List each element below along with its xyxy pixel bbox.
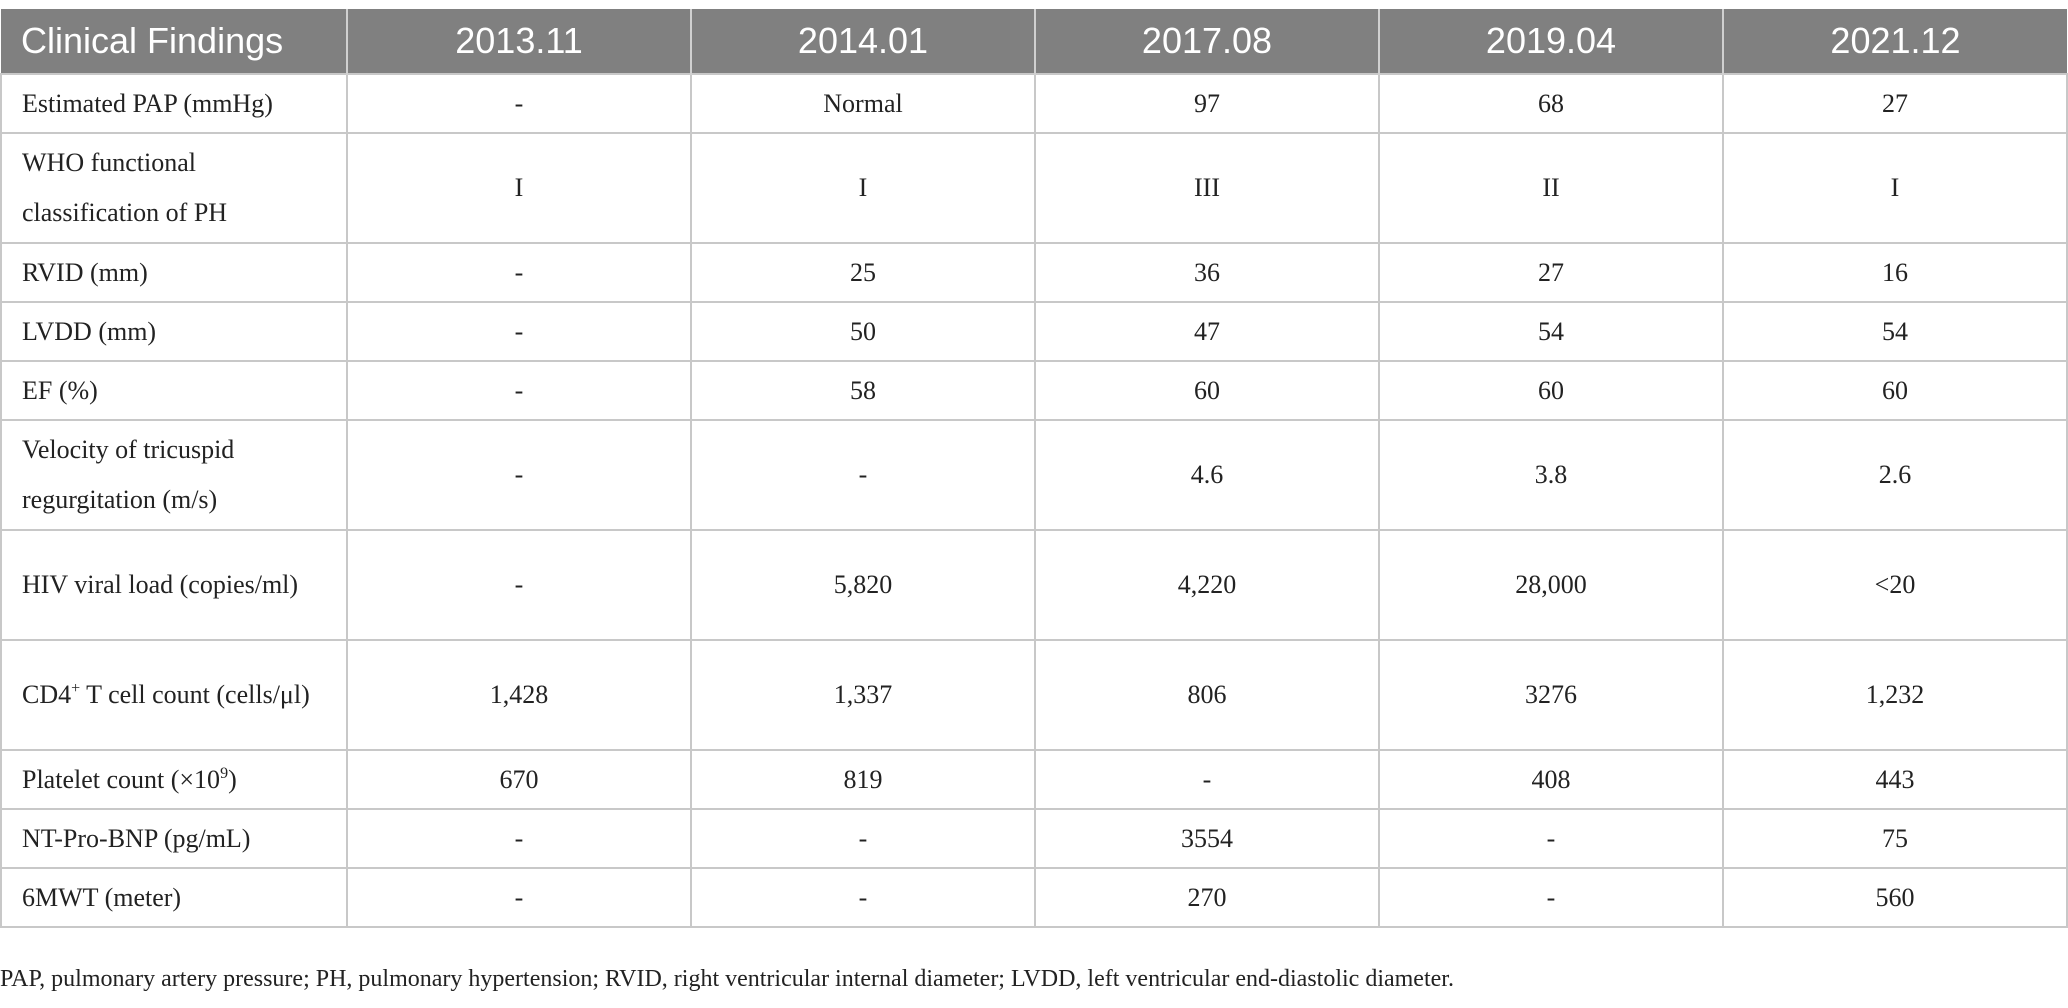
table-cell: - [346,73,692,134]
column-header: 2014.01 [691,9,1036,74]
table-cell: 3554 [1034,808,1380,869]
table-row: WHO functional classification of PH I I … [0,132,2068,244]
table-cell: 28,000 [1378,529,1724,641]
row-label: NT-Pro-BNP (pg/mL) [0,808,348,869]
table-cell: - [690,867,1036,928]
table-cell: 1,232 [1722,639,2068,751]
table-cell: 2.6 [1722,419,2068,531]
clinical-findings-table: Clinical Findings 2013.11 2014.01 2017.0… [0,9,2068,928]
table-cell: 36 [1034,242,1380,303]
table-row: LVDD (mm) - 50 47 54 54 [0,301,2068,362]
row-label: WHO functional classification of PH [0,132,348,244]
table-cell: - [346,808,692,869]
row-label-text: CD4 [22,680,72,709]
table-cell: 60 [1722,360,2068,421]
table-cell: 443 [1722,749,2068,810]
table-cell: 16 [1722,242,2068,303]
table-cell: - [346,867,692,928]
table-footnote: PAP, pulmonary artery pressure; PH, pulm… [0,966,1454,992]
column-header: 2017.08 [1035,9,1380,74]
table-cell: 54 [1722,301,2068,362]
table-cell: 806 [1034,639,1380,751]
table-cell: 3.8 [1378,419,1724,531]
table-cell: I [346,132,692,244]
table-cell: Normal [690,73,1036,134]
table-cell: 4,220 [1034,529,1380,641]
superscript: + [71,680,81,697]
table-cell: 819 [690,749,1036,810]
table-cell: 1,428 [346,639,692,751]
table-row: Platelet count (×109) 670 819 - 408 443 [0,749,2068,810]
row-label: Platelet count (×109) [0,749,348,810]
row-label: CD4+ T cell count (cells/μl) [0,639,348,751]
row-label-text: T cell count (cells/μl) [80,680,310,709]
row-label-text: ) [228,764,237,794]
table-cell: I [690,132,1036,244]
table-cell: 408 [1378,749,1724,810]
table-cell: 54 [1378,301,1724,362]
table-cell: 4.6 [1034,419,1380,531]
table-cell: 3276 [1378,639,1724,751]
table-cell: 25 [690,242,1036,303]
row-label-text: Platelet count (×10 [22,764,221,794]
table-cell: 47 [1034,301,1380,362]
table-cell: 27 [1378,242,1724,303]
table-header-row: Clinical Findings 2013.11 2014.01 2017.0… [1,9,2067,74]
row-label: EF (%) [0,360,348,421]
row-label: Estimated PAP (mmHg) [0,73,348,134]
table-row: 6MWT (meter) - - 270 - 560 [0,867,2068,928]
table-cell: - [346,301,692,362]
table-row: Velocity of tricuspid regurgitation (m/s… [0,419,2068,531]
table-cell: 60 [1034,360,1380,421]
row-label: 6MWT (meter) [0,867,348,928]
table-row: EF (%) - 58 60 60 60 [0,360,2068,421]
superscript: 9 [220,764,229,782]
table-cell: 68 [1378,73,1724,134]
table-cell: - [1378,808,1724,869]
table-cell: 75 [1722,808,2068,869]
table-cell: II [1378,132,1724,244]
table-cell: III [1034,132,1380,244]
column-header: 2021.12 [1723,9,2067,74]
table-cell: 670 [346,749,692,810]
row-label: Velocity of tricuspid regurgitation (m/s… [0,419,348,531]
table-row: CD4+ T cell count (cells/μl) 1,428 1,337… [0,639,2068,751]
table-row: NT-Pro-BNP (pg/mL) - - 3554 - 75 [0,808,2068,869]
table-row: HIV viral load (copies/ml) - 5,820 4,220… [0,529,2068,641]
table-cell: - [346,529,692,641]
table-row: Estimated PAP (mmHg) - Normal 97 68 27 [0,73,2068,134]
table-row: RVID (mm) - 25 36 27 16 [0,242,2068,303]
table-cell: - [346,242,692,303]
table-cell: 27 [1722,73,2068,134]
row-label: HIV viral load (copies/ml) [0,529,348,641]
row-label: LVDD (mm) [0,301,348,362]
table-cell: 5,820 [690,529,1036,641]
table-cell: 1,337 [690,639,1036,751]
column-header: Clinical Findings [1,9,348,74]
table-cell: - [346,360,692,421]
table-cell: - [1034,749,1380,810]
table-cell: 58 [690,360,1036,421]
table-cell: 60 [1378,360,1724,421]
table-cell: <20 [1722,529,2068,641]
table-cell: - [690,808,1036,869]
table-cell: - [346,419,692,531]
table-cell: - [1378,867,1724,928]
column-header: 2019.04 [1379,9,1724,74]
table-cell: 270 [1034,867,1380,928]
table-cell: 560 [1722,867,2068,928]
column-header: 2013.11 [347,9,692,74]
table-cell: 97 [1034,73,1380,134]
table-cell: 50 [690,301,1036,362]
table-cell: - [690,419,1036,531]
table-cell: I [1722,132,2068,244]
row-label: RVID (mm) [0,242,348,303]
clinical-findings-table-container: Clinical Findings 2013.11 2014.01 2017.0… [0,9,2068,928]
